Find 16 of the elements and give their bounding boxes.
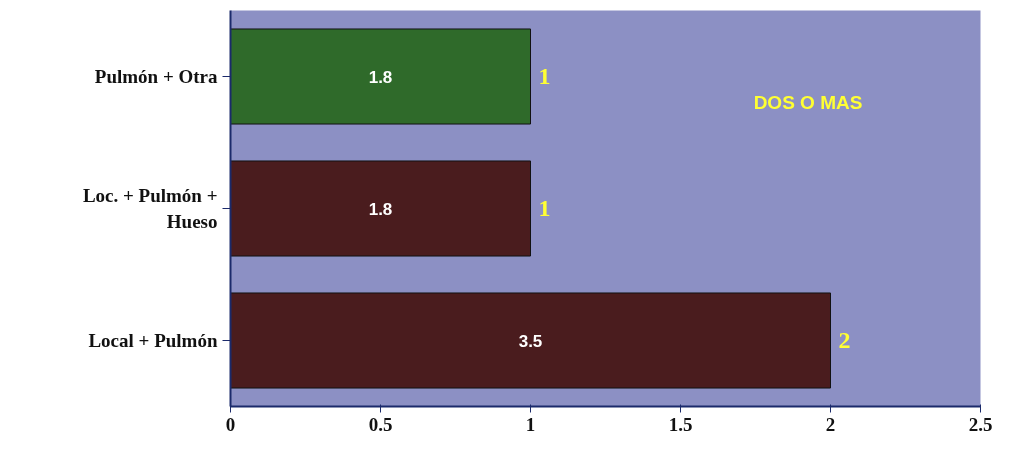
x-tick-label: 0.5 [368, 413, 393, 435]
annotation: 1.8 [368, 199, 393, 219]
data-label: 1 [538, 63, 551, 89]
data-label: 1 [538, 195, 551, 221]
annotation: DOS O MAS [753, 92, 863, 114]
x-tick-label: 2.5 [968, 413, 993, 435]
data-label: 2 [838, 327, 851, 353]
y-tick-label: Local + Pulmón [88, 330, 218, 351]
annotation: 3.5 [518, 331, 543, 351]
x-tick-label: 1.5 [668, 413, 693, 435]
x-tick-label: 1 [525, 413, 536, 435]
annotation: 1.8 [368, 67, 393, 87]
x-tick-label: 2 [825, 413, 836, 435]
y-tick-label: Pulmón + Otra [94, 66, 218, 87]
y-tick-label: Loc. + Pulmón + Hueso [82, 185, 218, 232]
x-tick-label: 0 [225, 413, 236, 435]
